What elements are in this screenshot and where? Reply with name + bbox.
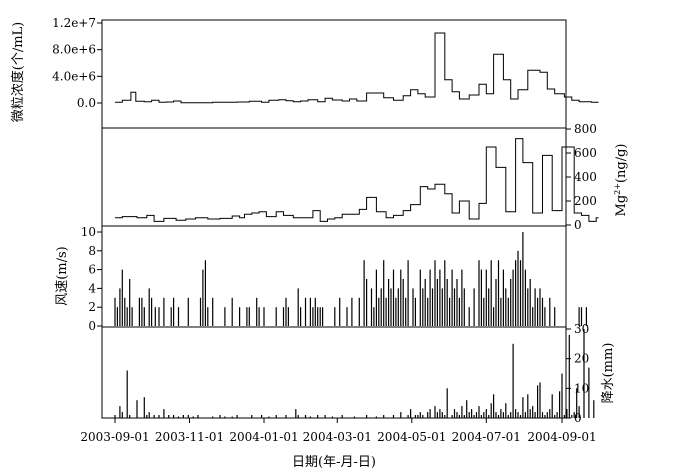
mg-series-line <box>115 138 599 222</box>
precip-ytick-label: 10 <box>574 381 589 395</box>
mg-ylabel-unit: (ng/g) <box>614 144 629 184</box>
mg-ytick-label: 400 <box>574 170 597 184</box>
mg-ylabel-sup: 2+ <box>613 183 622 195</box>
mg-ytick-label: 200 <box>574 194 597 208</box>
x-tick-label: 2003-11-01 <box>155 430 224 444</box>
wind-ytick-label: 10 <box>81 225 96 239</box>
particle-ytick-label: 4.0e+6 <box>52 69 96 83</box>
chart-marks: 1.2e+78.0e+64.0e+60.08006004002000108642… <box>52 16 599 444</box>
particle-ytick-label: 0.0 <box>77 96 96 110</box>
x-tick-label: 2004-03-01 <box>303 430 372 444</box>
wind-ytick-label: 0 <box>88 319 96 333</box>
mg-ylabel-base: Mg <box>614 195 629 217</box>
precip-ytick-label: 0 <box>574 411 582 425</box>
particle-ytick-label: 1.2e+7 <box>52 16 96 30</box>
plot-frame <box>101 19 567 419</box>
precip-ylabel: 降水(mm) <box>601 343 616 404</box>
x-axis-label: 日期(年-月-日) <box>292 455 376 470</box>
mg-ylabel: Mg2+(ng/g) <box>613 144 629 217</box>
mg-ytick-label: 0 <box>574 218 582 232</box>
x-tick-label: 2004-09-01 <box>527 430 596 444</box>
precip-ytick-label: 30 <box>574 322 589 336</box>
particle-series-line <box>115 32 599 104</box>
x-tick-label: 2004-01-01 <box>229 430 298 444</box>
wind-ylabel: 风速(m/s) <box>55 246 70 306</box>
x-tick-label: 2004-07-01 <box>452 430 521 444</box>
particle-ytick-label: 8.0e+6 <box>52 43 96 57</box>
wind-ytick-label: 8 <box>88 244 96 258</box>
wind-ytick-label: 2 <box>88 300 96 314</box>
mg-ytick-label: 800 <box>574 122 597 136</box>
mg-ytick-label: 600 <box>574 146 597 160</box>
particle-ylabel: 微粒浓度(个/mL) <box>10 22 26 122</box>
precip-ytick-label: 20 <box>574 352 589 366</box>
x-tick-label: 2003-09-01 <box>80 430 149 444</box>
x-tick-label: 2004-05-01 <box>377 430 446 444</box>
wind-ytick-label: 4 <box>88 281 96 295</box>
wind-ytick-label: 6 <box>88 263 96 277</box>
